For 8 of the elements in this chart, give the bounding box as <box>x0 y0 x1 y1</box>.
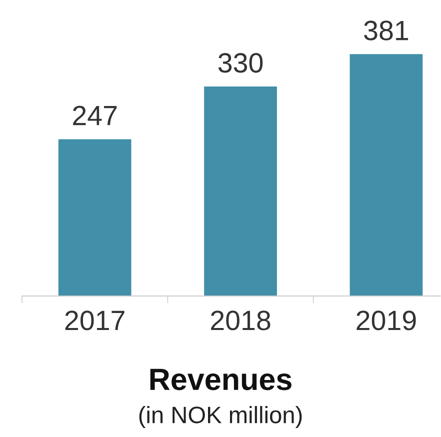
data-label: 330 <box>218 53 263 73</box>
text: (in NOK million) <box>139 406 302 428</box>
text: Revenues <box>150 368 292 390</box>
x-tick-label: 2017 <box>65 310 124 330</box>
x-tick-label: 2018 <box>211 310 270 330</box>
data-label: 247 <box>73 106 117 126</box>
x-tick-label: 2019 <box>356 310 416 330</box>
data-label: 381 <box>364 20 408 40</box>
